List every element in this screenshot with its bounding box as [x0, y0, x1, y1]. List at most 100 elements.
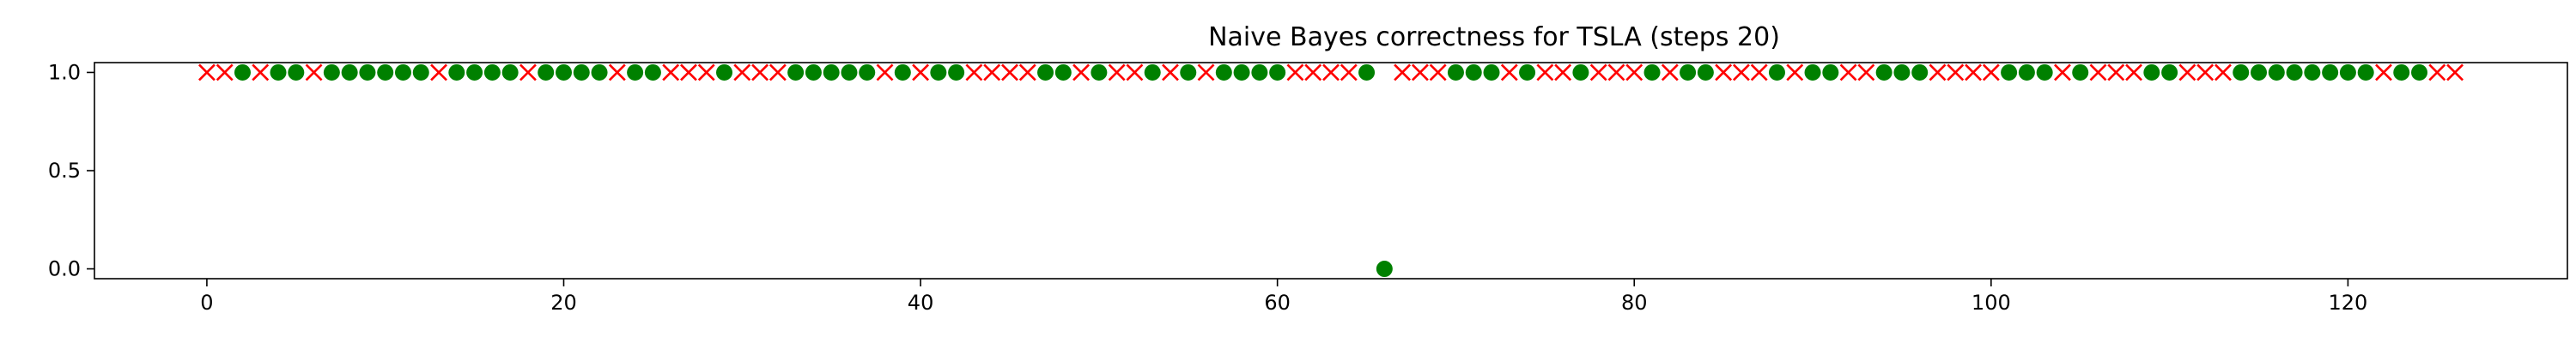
y-tick-label: 0.0	[48, 257, 81, 281]
incorrect-point-marker	[2375, 63, 2392, 81]
incorrect-point-marker	[2089, 63, 2107, 81]
incorrect-point-marker	[216, 63, 234, 81]
incorrect-point-marker	[1394, 63, 1412, 81]
incorrect-point-marker	[2428, 63, 2446, 81]
correct-point-marker	[323, 63, 340, 81]
incorrect-point-marker	[733, 63, 751, 81]
correct-point-marker	[412, 63, 429, 81]
correct-point-marker	[1269, 63, 1286, 81]
correct-point-marker	[2233, 63, 2250, 81]
correct-point-marker	[1911, 63, 1929, 81]
incorrect-point-marker	[1786, 63, 1804, 81]
incorrect-point-marker	[2196, 63, 2215, 81]
correct-point-marker	[2268, 63, 2285, 81]
correct-point-marker	[1519, 63, 1536, 81]
incorrect-point-marker	[1018, 63, 1036, 81]
incorrect-point-marker	[2107, 63, 2125, 81]
correct-point-marker	[841, 63, 858, 81]
incorrect-point-marker	[1625, 63, 1643, 81]
correct-point-marker	[948, 63, 965, 81]
incorrect-point-marker	[252, 63, 270, 81]
correct-point-marker	[787, 63, 805, 81]
correct-point-marker	[1697, 63, 1714, 81]
incorrect-point-marker	[1126, 63, 1144, 81]
correct-point-marker	[1091, 63, 1108, 81]
incorrect-point-marker	[1322, 63, 1340, 81]
correct-point-marker	[2393, 63, 2410, 81]
correct-point-marker	[377, 63, 394, 81]
correct-point-marker	[1643, 63, 1661, 81]
incorrect-point-marker	[1536, 63, 1554, 81]
plot-area-frame	[94, 62, 2568, 280]
correct-point-marker	[1483, 63, 1500, 81]
correct-point-marker	[805, 63, 822, 81]
correct-point-marker	[1804, 63, 1821, 81]
correct-point-marker	[716, 63, 733, 81]
incorrect-point-marker	[1162, 63, 1179, 81]
incorrect-point-marker	[1286, 63, 1304, 81]
x-tick-label: 120	[2329, 291, 2368, 315]
incorrect-point-marker	[1411, 63, 1429, 81]
correct-point-marker	[1893, 63, 1911, 81]
correct-point-marker	[1054, 63, 1072, 81]
correct-point-marker	[270, 63, 287, 81]
correct-point-marker	[538, 63, 555, 81]
correct-point-marker	[2357, 63, 2374, 81]
incorrect-point-marker	[1661, 63, 1679, 81]
correct-point-marker	[1465, 63, 1482, 81]
chart-title: Naive Bayes correctness for TSLA (steps …	[1208, 22, 1780, 52]
correct-point-marker	[2072, 63, 2089, 81]
y-axis: 0.0 0.5 1.0	[48, 60, 94, 281]
y-tick-label: 0.5	[48, 159, 81, 183]
correct-point-marker	[359, 63, 376, 81]
x-tick-label: 80	[1621, 291, 1648, 315]
correct-point-marker	[1144, 63, 1161, 81]
incorrect-point-marker	[1733, 63, 1750, 81]
correct-point-marker	[394, 63, 411, 81]
incorrect-point-marker	[305, 63, 323, 81]
x-tick-label: 100	[1971, 291, 2011, 315]
correct-point-marker	[234, 63, 251, 81]
correct-point-marker	[2411, 63, 2428, 81]
incorrect-point-marker	[1857, 63, 1875, 81]
incorrect-point-marker	[912, 63, 929, 81]
x-tick-label: 0	[200, 291, 213, 315]
correct-point-marker	[1768, 63, 1785, 81]
incorrect-point-marker	[519, 63, 537, 81]
correct-point-marker	[1572, 63, 1589, 81]
incorrect-point-marker	[430, 63, 447, 81]
correct-point-marker	[501, 63, 519, 81]
correct-point-marker	[448, 63, 465, 81]
incorrect-point-marker	[1197, 63, 1215, 81]
correct-point-marker	[2286, 63, 2303, 81]
incorrect-point-marker	[2125, 63, 2142, 81]
incorrect-point-marker	[1982, 63, 2000, 81]
correct-point-marker	[1376, 261, 1393, 278]
incorrect-point-marker	[2215, 63, 2232, 81]
correct-point-marker	[1875, 63, 1893, 81]
incorrect-point-marker	[697, 63, 715, 81]
incorrect-point-marker	[1500, 63, 1518, 81]
correct-point-marker	[2143, 63, 2160, 81]
incorrect-point-marker	[2054, 63, 2071, 81]
correct-point-marker	[555, 63, 572, 81]
x-tick-label: 20	[550, 291, 577, 315]
incorrect-point-marker	[1589, 63, 1607, 81]
incorrect-point-marker	[2178, 63, 2196, 81]
correct-point-marker	[823, 63, 840, 81]
incorrect-point-marker	[751, 63, 769, 81]
y-tick-label: 1.0	[48, 60, 81, 84]
correct-point-marker	[573, 63, 590, 81]
incorrect-point-marker	[1947, 63, 1965, 81]
incorrect-point-marker	[680, 63, 697, 81]
incorrect-point-marker	[1554, 63, 1572, 81]
incorrect-point-marker	[608, 63, 626, 81]
correct-point-marker	[1233, 63, 1250, 81]
correct-point-marker	[930, 63, 947, 81]
incorrect-point-marker	[1965, 63, 1982, 81]
correct-point-marker	[644, 63, 661, 81]
correct-point-marker	[2339, 63, 2356, 81]
correct-point-marker	[288, 63, 305, 81]
incorrect-point-marker	[197, 63, 216, 81]
